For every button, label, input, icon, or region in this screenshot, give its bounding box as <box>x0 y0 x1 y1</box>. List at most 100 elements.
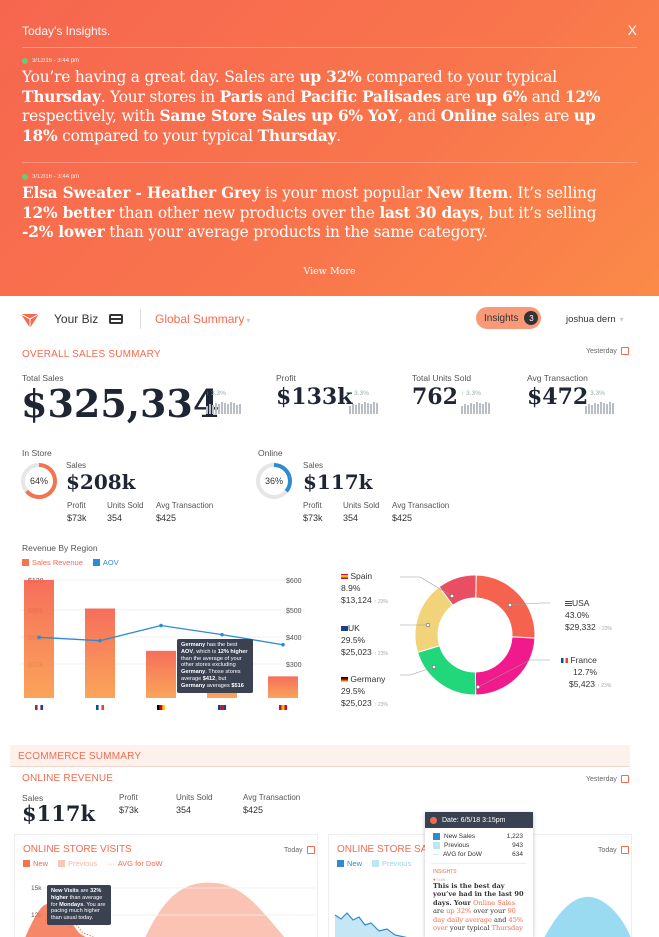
legend-label: New <box>33 859 49 868</box>
close-icon[interactable]: X <box>627 22 637 38</box>
text: is your most popular <box>260 184 427 202</box>
view-selector[interactable]: Global Summary ▾ <box>155 312 250 326</box>
popup-row: New Sales 1,223 <box>425 832 533 841</box>
sales-detail-popup: Date: 6/5/18 3:15pm New Sales 1,223 Previ… <box>425 812 533 937</box>
period-label: Yesterday <box>586 775 617 783</box>
highlight: Thursday <box>257 126 337 145</box>
divider <box>22 162 637 163</box>
row-value: 634 <box>512 851 523 858</box>
aov-point-france <box>98 638 102 643</box>
period-selector[interactable]: Today <box>598 846 629 854</box>
metric-value: $73k <box>67 513 87 523</box>
metric-value: $117k <box>303 470 373 494</box>
legend-swatch <box>22 559 29 566</box>
view-more-link[interactable]: View More <box>303 266 356 277</box>
business-selector[interactable]: Your Biz <box>54 312 99 326</box>
insight-text: This is the best day you’ve had in the l… <box>425 882 533 932</box>
metric-value: $425 <box>156 513 177 523</box>
channel-label: Online <box>258 448 283 458</box>
highlight: 12% better <box>22 203 115 222</box>
panel-title: ONLINE STORE VISITS <box>23 844 132 855</box>
period-selector[interactable]: Yesterday <box>586 775 629 783</box>
row-label: Previous <box>444 842 470 849</box>
row-value: 1,223 <box>506 833 523 840</box>
legend-label: Previous <box>68 859 98 868</box>
legend-label: AOV <box>102 558 119 567</box>
kpi-value: $133k <box>276 384 353 410</box>
online-share-ring: 36% <box>256 463 292 499</box>
highlight: up 18% <box>22 107 596 145</box>
legend-item[interactable]: ··· AVG for DoW <box>107 859 162 868</box>
insight-text-part: over your <box>471 907 508 916</box>
period-selector[interactable]: Today <box>284 846 315 854</box>
text: compared to your typical <box>57 126 258 145</box>
banner-title: Today's Insights. <box>22 24 111 38</box>
flag-stripe <box>220 705 224 710</box>
highlight: New Item <box>426 184 508 202</box>
popup-date: Date: 6/5/18 3:15pm <box>442 816 506 824</box>
chart-legend: New Previous ··· AVG for DoW <box>23 859 163 868</box>
insights-label: Insights <box>484 312 519 324</box>
donut-label-germany: Germany 29.5% $25,023 ↑ 23% <box>341 674 389 708</box>
metric-value: $73k <box>119 805 139 815</box>
tooltip-text: AOV <box>181 648 194 655</box>
tooltip-text: Germany <box>181 682 206 689</box>
revenue-by-region-chart: $120$600$90k$500$60k$400$30k$300 <box>20 578 305 710</box>
sparkline <box>206 402 241 414</box>
highlight: Online <box>440 107 497 125</box>
metric-value: 354 <box>176 805 192 815</box>
legend-swatch <box>433 842 440 849</box>
legend-item[interactable]: New <box>337 859 362 868</box>
chart-legend: New Previous <box>337 859 411 868</box>
highlight: Thursday <box>22 87 101 106</box>
region-pct: 29.5% <box>341 686 366 696</box>
card-icon[interactable] <box>109 314 123 324</box>
text: You’re having a great day. Sales are <box>22 68 300 86</box>
flag-france-icon <box>96 705 105 710</box>
donut-slice-germany <box>416 645 477 696</box>
flag-spain-icon <box>279 705 288 710</box>
insights-heading: INSIGHTS <box>433 869 457 875</box>
legend-item[interactable]: Previous <box>58 859 97 868</box>
aov-point-us <box>37 635 41 640</box>
brand-logo-icon[interactable] <box>20 311 40 329</box>
period-selector[interactable]: Yesterday <box>586 347 629 355</box>
metric-label: Sales <box>22 793 44 803</box>
panel-title: ONLINE STORE SALES <box>337 844 447 855</box>
channel-label: In Store <box>22 448 52 458</box>
insight-text-part: your typical <box>447 924 492 933</box>
popup-row: Previous 943 <box>425 841 533 850</box>
tooltip-text: than the average of your other stores ex… <box>181 655 242 669</box>
legend-swatch <box>372 860 380 867</box>
region-name: Germany <box>350 674 386 684</box>
dotted-line-icon: ··· <box>433 851 439 858</box>
kpi-delta: ↑ 3.3% <box>349 390 369 397</box>
flag-uk-icon <box>218 705 227 710</box>
y-tick-right: $500 <box>286 608 302 615</box>
legend-item[interactable]: Sales Revenue <box>22 558 83 567</box>
flag-stripe <box>279 705 282 710</box>
metric-label: Sales <box>66 461 87 470</box>
insights-button[interactable]: Insights 3 <box>476 307 541 329</box>
divider <box>22 47 637 48</box>
delta-value: 3.3% <box>354 390 369 397</box>
flag-uk-icon <box>341 626 348 631</box>
metric-label: Avg Transaction <box>243 793 301 802</box>
legend-item[interactable]: AOV <box>92 558 119 567</box>
brand-logo-icon <box>430 816 437 824</box>
insight-text-part: are <box>433 907 447 916</box>
chevron-down-icon: ▾ <box>619 315 624 324</box>
legend-item[interactable]: Previous <box>372 859 411 868</box>
tooltip-text: has the best <box>205 642 238 648</box>
insight-text-part: Online Sales <box>473 898 516 907</box>
metric-label: Profit <box>67 501 86 510</box>
tooltip-text: . Those stores average <box>181 669 241 682</box>
donut-slice-usa <box>475 574 536 639</box>
user-menu[interactable]: joshua dern ▾ <box>566 314 624 325</box>
row-label: New Sales <box>444 833 476 840</box>
flag-stripe <box>159 705 163 710</box>
arrow-up-icon: ↑ <box>461 390 465 397</box>
popup-row: ··· AVG for DoW 634 <box>425 850 533 859</box>
legend-item[interactable]: New <box>23 859 48 868</box>
region-name: Spain <box>350 571 373 581</box>
